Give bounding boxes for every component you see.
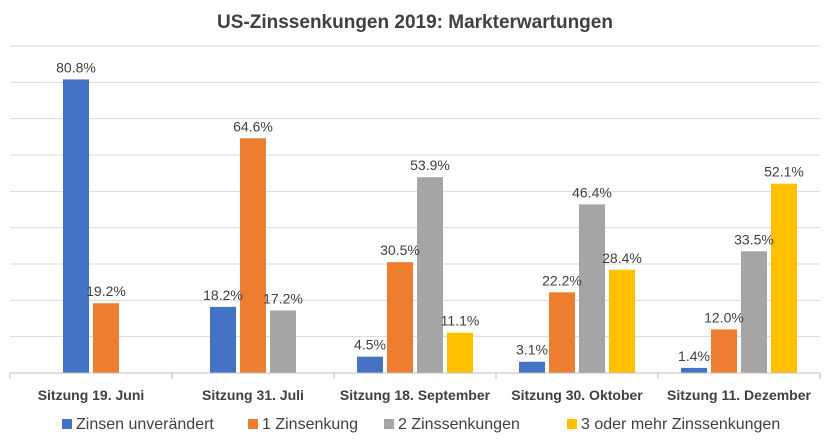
legend-item: 3 oder mehr Zinssenkungen <box>567 416 780 433</box>
data-label: 52.1% <box>764 164 804 180</box>
bar <box>357 356 383 373</box>
chart-title: US-Zinssenkungen 2019: Markterwartungen <box>217 12 613 33</box>
x-tick-label: Sitzung 31. Juli <box>202 387 304 403</box>
legend-label: 2 Zinssenkungen <box>398 416 520 433</box>
data-label: 80.8% <box>56 59 96 75</box>
bar <box>270 310 296 373</box>
bar <box>771 183 797 373</box>
data-label: 46.4% <box>572 184 612 200</box>
data-label: 64.6% <box>233 118 273 134</box>
bar <box>387 262 413 373</box>
data-label: 17.2% <box>263 291 303 307</box>
bar <box>447 332 473 373</box>
data-label: 3.1% <box>516 342 548 358</box>
data-label: 18.2% <box>203 287 243 303</box>
data-label: 11.1% <box>441 313 480 329</box>
legend-item: 1 Zinsenkung <box>248 416 358 433</box>
data-label: 53.9% <box>410 157 450 173</box>
legend-label: 1 Zinsenkung <box>262 416 358 433</box>
x-tick-label: Sitzung 18. September <box>340 387 491 403</box>
x-tick-label: Sitzung 30. Oktober <box>511 387 643 403</box>
data-label: 22.2% <box>542 272 582 288</box>
legend-swatch <box>384 419 394 429</box>
data-label: 30.5% <box>380 242 420 258</box>
x-tick-label: Sitzung 19. Juni <box>38 387 145 403</box>
bar <box>210 306 236 373</box>
bar <box>93 303 119 373</box>
legend-swatch <box>62 419 72 429</box>
data-label: 19.2% <box>86 283 126 299</box>
bar <box>681 367 707 373</box>
bar <box>609 269 635 373</box>
x-axis: Sitzung 19. Juni Sitzung 31. Juli Sitzung … <box>9 372 821 403</box>
data-label: 28.4% <box>602 250 642 266</box>
bar <box>63 79 89 373</box>
x-tick-label: Sitzung 11. Dezember <box>667 387 811 403</box>
legend-label: 3 oder mehr Zinssenkungen <box>581 416 780 433</box>
bar <box>579 204 605 373</box>
bars <box>63 79 797 373</box>
bar <box>741 251 767 373</box>
bar <box>519 361 545 373</box>
data-labels: 80.8% 19.2% 18.2% 64.6% 17.2% 4.5% 30.5% 53.9% 1… <box>56 59 804 363</box>
legend-item: 2 Zinssenkungen <box>384 416 520 433</box>
data-label: 33.5% <box>734 231 774 247</box>
bar <box>549 292 575 373</box>
bar <box>417 177 443 373</box>
data-label: 12.0% <box>704 309 744 325</box>
data-label: 1.4% <box>678 348 710 364</box>
gridlines <box>10 45 820 338</box>
legend-swatch <box>248 419 258 429</box>
data-label: 4.5% <box>354 337 386 353</box>
legend-swatch <box>567 419 577 429</box>
bar <box>711 329 737 373</box>
legend: Zinsen unverändert 1 Zinsenkung 2 Zinssenk… <box>62 416 780 433</box>
bar <box>240 138 266 373</box>
legend-label: Zinsen unverändert <box>76 416 214 433</box>
legend-item: Zinsen unverändert <box>62 416 214 433</box>
